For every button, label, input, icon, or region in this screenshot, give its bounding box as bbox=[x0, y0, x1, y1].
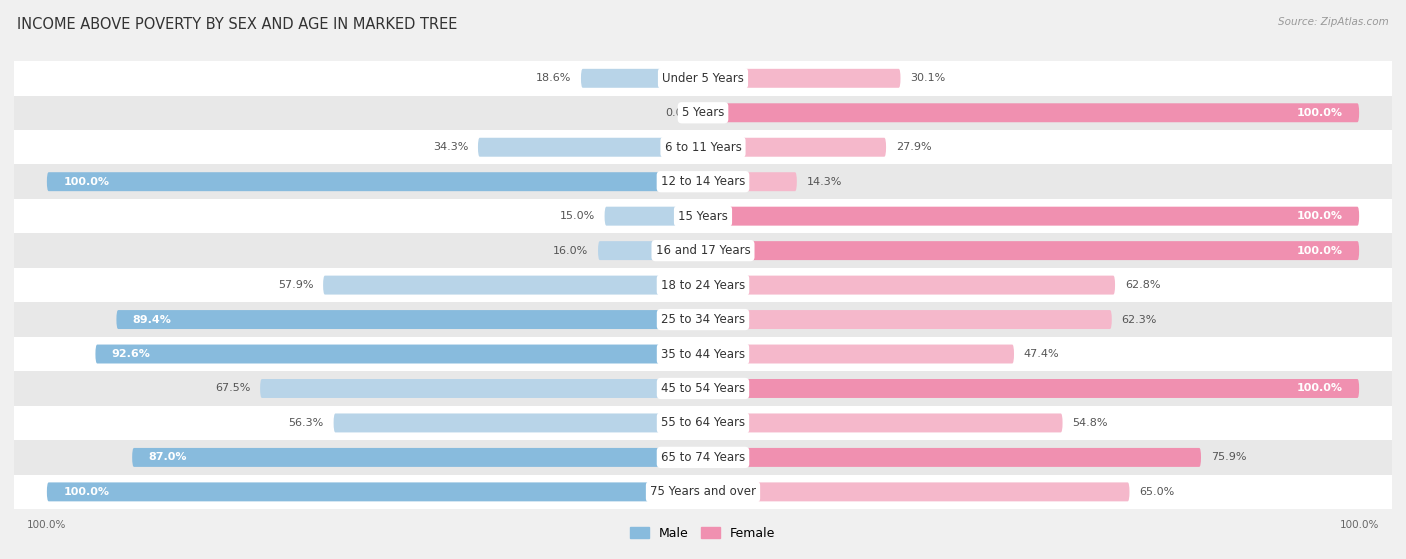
FancyBboxPatch shape bbox=[260, 379, 703, 398]
Text: 6 to 11 Years: 6 to 11 Years bbox=[665, 141, 741, 154]
Text: 55 to 64 Years: 55 to 64 Years bbox=[661, 416, 745, 429]
FancyBboxPatch shape bbox=[96, 344, 703, 363]
Text: 35 to 44 Years: 35 to 44 Years bbox=[661, 348, 745, 361]
Text: 92.6%: 92.6% bbox=[112, 349, 150, 359]
Text: 62.3%: 62.3% bbox=[1122, 315, 1157, 325]
FancyBboxPatch shape bbox=[703, 69, 900, 88]
Text: 75.9%: 75.9% bbox=[1211, 452, 1246, 462]
FancyBboxPatch shape bbox=[132, 448, 703, 467]
Text: 100.0%: 100.0% bbox=[63, 487, 110, 497]
Bar bbox=[14, 406, 1392, 440]
Text: 30.1%: 30.1% bbox=[910, 73, 946, 83]
Text: 14.3%: 14.3% bbox=[807, 177, 842, 187]
FancyBboxPatch shape bbox=[703, 172, 797, 191]
FancyBboxPatch shape bbox=[323, 276, 703, 295]
Text: 67.5%: 67.5% bbox=[215, 383, 250, 394]
FancyBboxPatch shape bbox=[333, 414, 703, 433]
FancyBboxPatch shape bbox=[703, 207, 1360, 226]
Text: 12 to 14 Years: 12 to 14 Years bbox=[661, 175, 745, 188]
Bar bbox=[14, 130, 1392, 164]
Text: 100.0%: 100.0% bbox=[1296, 108, 1343, 118]
FancyBboxPatch shape bbox=[117, 310, 703, 329]
Text: 27.9%: 27.9% bbox=[896, 142, 932, 152]
Text: 15.0%: 15.0% bbox=[560, 211, 595, 221]
FancyBboxPatch shape bbox=[46, 482, 703, 501]
Text: 45 to 54 Years: 45 to 54 Years bbox=[661, 382, 745, 395]
Text: 15 Years: 15 Years bbox=[678, 210, 728, 222]
Text: 62.8%: 62.8% bbox=[1125, 280, 1160, 290]
FancyBboxPatch shape bbox=[703, 138, 886, 157]
Bar bbox=[14, 199, 1392, 234]
Text: 89.4%: 89.4% bbox=[132, 315, 172, 325]
Text: 16.0%: 16.0% bbox=[553, 245, 588, 255]
Text: 18 to 24 Years: 18 to 24 Years bbox=[661, 278, 745, 292]
FancyBboxPatch shape bbox=[703, 482, 1129, 501]
Bar bbox=[14, 302, 1392, 337]
Bar bbox=[14, 475, 1392, 509]
Bar bbox=[14, 440, 1392, 475]
Text: 100.0%: 100.0% bbox=[1296, 383, 1343, 394]
FancyBboxPatch shape bbox=[605, 207, 703, 226]
Text: 65.0%: 65.0% bbox=[1139, 487, 1174, 497]
Text: Source: ZipAtlas.com: Source: ZipAtlas.com bbox=[1278, 17, 1389, 27]
Text: 0.0%: 0.0% bbox=[665, 108, 693, 118]
Bar bbox=[14, 337, 1392, 371]
Text: 34.3%: 34.3% bbox=[433, 142, 468, 152]
Text: 25 to 34 Years: 25 to 34 Years bbox=[661, 313, 745, 326]
FancyBboxPatch shape bbox=[703, 414, 1063, 433]
Bar bbox=[14, 234, 1392, 268]
Text: 54.8%: 54.8% bbox=[1073, 418, 1108, 428]
Bar bbox=[14, 371, 1392, 406]
FancyBboxPatch shape bbox=[598, 241, 703, 260]
Text: 16 and 17 Years: 16 and 17 Years bbox=[655, 244, 751, 257]
Text: 75 Years and over: 75 Years and over bbox=[650, 485, 756, 499]
FancyBboxPatch shape bbox=[703, 379, 1360, 398]
Bar bbox=[14, 164, 1392, 199]
Bar bbox=[14, 61, 1392, 96]
FancyBboxPatch shape bbox=[703, 448, 1201, 467]
Text: Under 5 Years: Under 5 Years bbox=[662, 72, 744, 85]
Text: 100.0%: 100.0% bbox=[1296, 211, 1343, 221]
FancyBboxPatch shape bbox=[703, 103, 1360, 122]
Text: INCOME ABOVE POVERTY BY SEX AND AGE IN MARKED TREE: INCOME ABOVE POVERTY BY SEX AND AGE IN M… bbox=[17, 17, 457, 32]
Bar bbox=[14, 96, 1392, 130]
Text: 5 Years: 5 Years bbox=[682, 106, 724, 119]
FancyBboxPatch shape bbox=[703, 241, 1360, 260]
FancyBboxPatch shape bbox=[581, 69, 703, 88]
Text: 47.4%: 47.4% bbox=[1024, 349, 1060, 359]
FancyBboxPatch shape bbox=[703, 276, 1115, 295]
Text: 18.6%: 18.6% bbox=[536, 73, 571, 83]
FancyBboxPatch shape bbox=[703, 344, 1014, 363]
Text: 57.9%: 57.9% bbox=[278, 280, 314, 290]
Text: 87.0%: 87.0% bbox=[149, 452, 187, 462]
FancyBboxPatch shape bbox=[46, 172, 703, 191]
Text: 100.0%: 100.0% bbox=[63, 177, 110, 187]
Legend: Male, Female: Male, Female bbox=[626, 522, 780, 544]
Text: 65 to 74 Years: 65 to 74 Years bbox=[661, 451, 745, 464]
Text: 100.0%: 100.0% bbox=[1296, 245, 1343, 255]
Bar bbox=[14, 268, 1392, 302]
Text: 56.3%: 56.3% bbox=[288, 418, 323, 428]
FancyBboxPatch shape bbox=[703, 310, 1112, 329]
FancyBboxPatch shape bbox=[478, 138, 703, 157]
